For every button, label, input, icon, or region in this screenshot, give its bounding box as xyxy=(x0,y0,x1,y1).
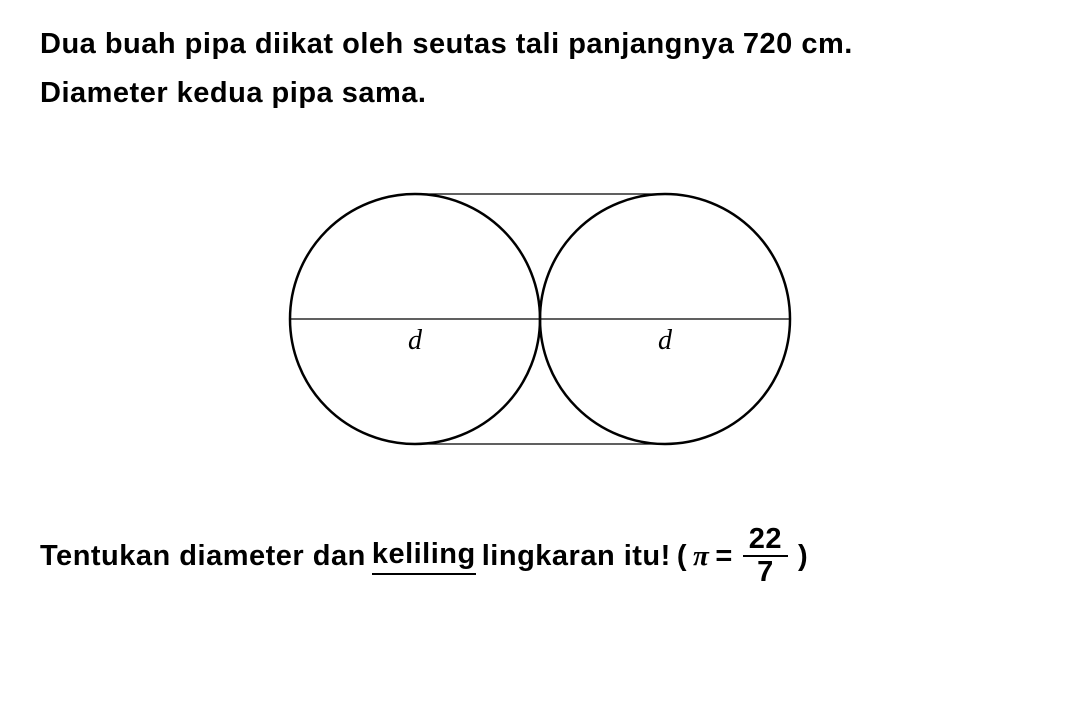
pi-symbol: π xyxy=(693,540,709,573)
fraction-numerator: 22 xyxy=(743,524,788,558)
question-underlined: keliling xyxy=(372,538,476,575)
diagram-container: dd xyxy=(40,144,1040,494)
fraction-denominator: 7 xyxy=(751,557,780,589)
problem-line1: Dua buah pipa diikat oleh seutas tali pa… xyxy=(40,20,1040,69)
question-text: Tentukan diameter dan keliling lingkaran… xyxy=(40,524,1040,590)
equals-sign: = xyxy=(715,540,732,573)
svg-text:d: d xyxy=(408,325,423,356)
problem-line2: Diameter kedua pipa sama. xyxy=(40,69,1040,118)
pipes-diagram: dd xyxy=(230,144,850,494)
pi-fraction: 22 7 xyxy=(743,524,788,590)
close-paren: ) xyxy=(798,540,808,573)
question-suffix: lingkaran itu! xyxy=(482,540,671,573)
question-prefix: Tentukan diameter dan xyxy=(40,540,366,573)
open-paren: ( xyxy=(677,540,687,573)
svg-text:d: d xyxy=(658,325,673,356)
problem-statement: Dua buah pipa diikat oleh seutas tali pa… xyxy=(40,20,1040,119)
